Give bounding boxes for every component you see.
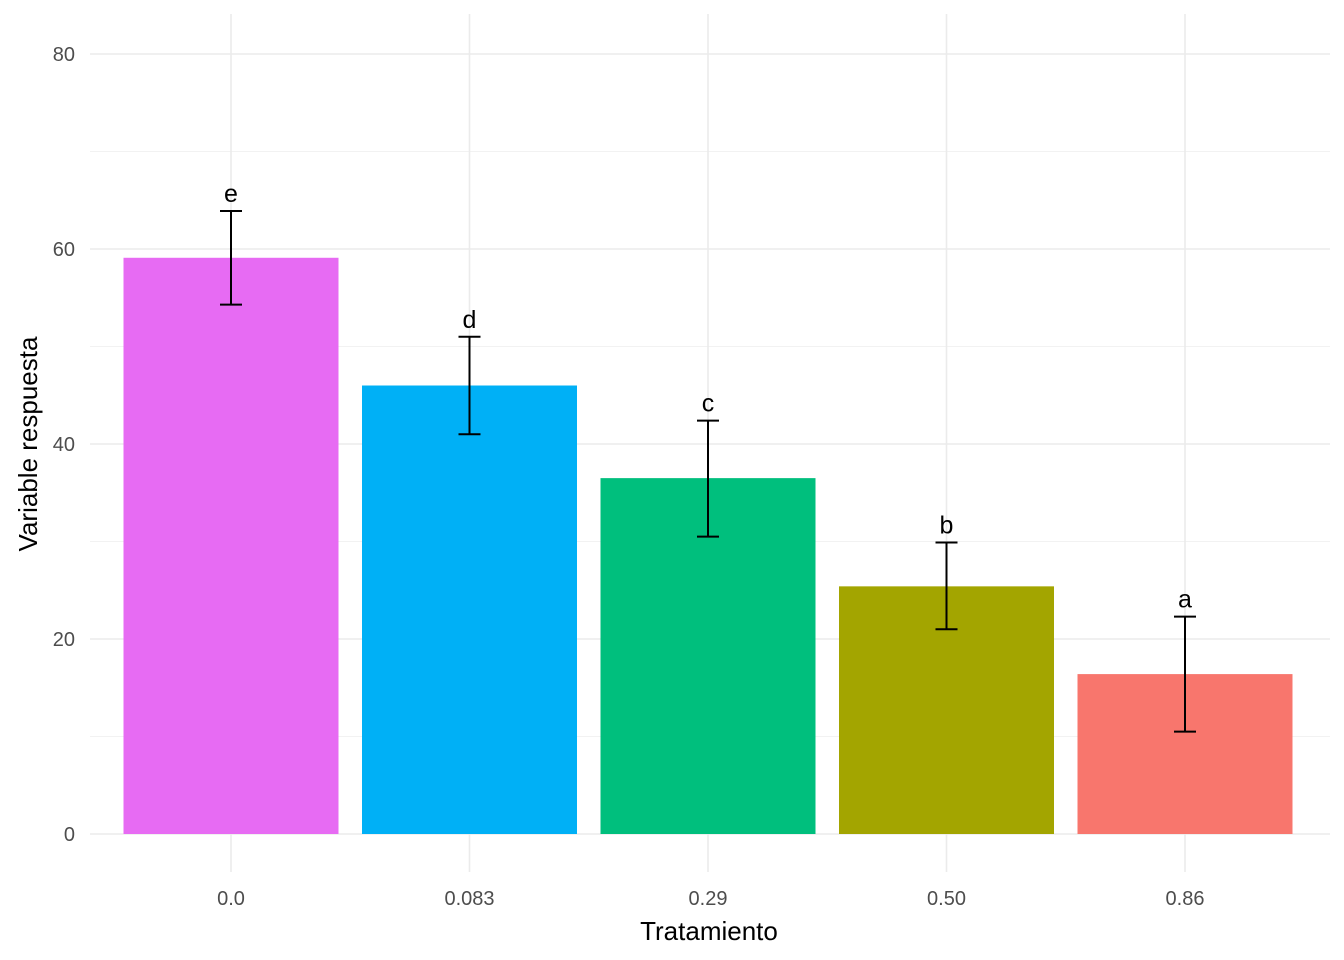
significance-label: c — [702, 390, 715, 418]
y-tick-label: 0 — [64, 824, 75, 846]
x-tick-label: 0.083 — [444, 888, 494, 910]
error-bar — [458, 335, 481, 436]
y-tick-label: 80 — [53, 44, 75, 66]
error-bar — [935, 541, 958, 631]
x-tick-label: 0.50 — [927, 888, 966, 910]
y-tick-labels: 0 20 40 60 80 — [53, 44, 75, 846]
significance-label: d — [463, 306, 477, 334]
significance-label: e — [224, 180, 238, 208]
x-tick-labels: 0.0 0.083 0.29 0.50 0.86 — [217, 888, 1204, 910]
x-tick-label: 0.86 — [1166, 888, 1205, 910]
error-bar — [697, 419, 719, 538]
y-tick-label: 60 — [53, 239, 75, 261]
y-axis-title: Variable respuesta — [13, 336, 43, 551]
significance-label: a — [1178, 586, 1192, 614]
error-bars — [220, 209, 1196, 733]
error-bar — [1174, 615, 1196, 733]
significance-label: b — [940, 511, 954, 539]
x-axis-title: Tratamiento — [640, 916, 778, 946]
bar — [362, 385, 577, 834]
bar — [123, 257, 339, 834]
bars — [123, 257, 1293, 834]
y-tick-label: 40 — [53, 434, 75, 456]
significance-labels: e d c b a — [224, 180, 1192, 614]
x-tick-label: 0.0 — [217, 888, 245, 910]
y-tick-label: 20 — [53, 629, 75, 651]
error-bar — [220, 209, 242, 306]
x-tick-label: 0.29 — [689, 888, 728, 910]
